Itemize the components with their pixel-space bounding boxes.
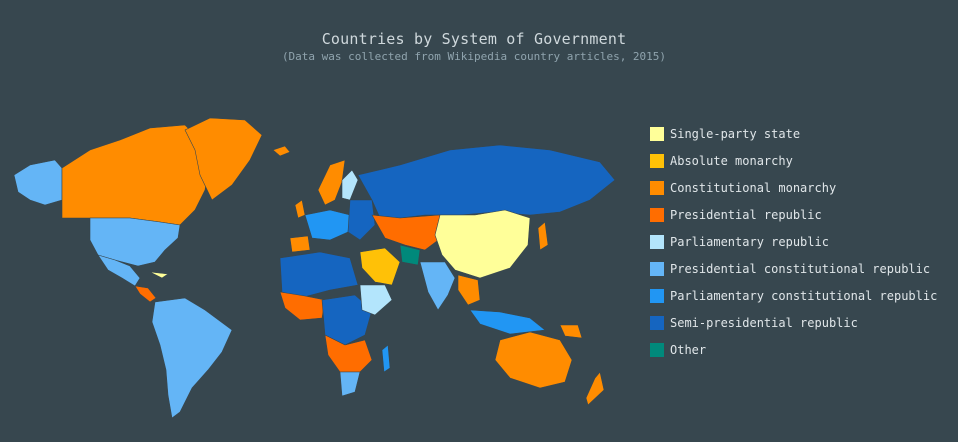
chart-subtitle: (Data was collected from Wikipedia count… <box>281 50 667 63</box>
region-scandinavia[interactable] <box>317 159 346 206</box>
region-cuba[interactable] <box>149 271 169 279</box>
region-alaska[interactable] <box>13 159 63 206</box>
region-iceland[interactable] <box>272 145 291 157</box>
legend-item[interactable]: Absolute monarchy <box>650 147 937 174</box>
region-south-america[interactable] <box>151 297 233 419</box>
legend-item[interactable]: Parliamentary republic <box>650 228 937 255</box>
region-canada[interactable] <box>61 124 211 226</box>
region-china[interactable] <box>434 209 531 279</box>
legend-swatch <box>650 207 664 222</box>
legend-label: Semi-presidential republic <box>670 315 858 330</box>
legend-item[interactable]: Single-party state <box>650 120 937 147</box>
legend-swatch <box>650 153 664 168</box>
legend-item[interactable]: Other <box>650 336 937 363</box>
region-southern-africa[interactable] <box>324 334 373 373</box>
legend-swatch <box>650 342 664 357</box>
region-papua-new-guinea[interactable] <box>559 324 583 339</box>
legend-item[interactable]: Parliamentary constitutional republic <box>650 282 937 309</box>
region-west-africa[interactable] <box>279 291 326 321</box>
region-greenland[interactable] <box>184 117 263 201</box>
region-north-africa[interactable] <box>279 251 359 299</box>
legend-item[interactable]: Presidential republic <box>650 201 937 228</box>
chart-title: Countries by System of Government <box>321 30 627 48</box>
region-east-europe[interactable] <box>347 199 376 241</box>
map-legend: Single-party state Absolute monarchy Const… <box>650 120 937 363</box>
region-indonesia[interactable] <box>469 309 546 335</box>
legend-label: Other <box>670 342 707 357</box>
region-central-america[interactable] <box>134 285 157 303</box>
legend-item[interactable]: Presidential constitutional republic <box>650 255 937 282</box>
legend-label: Presidential republic <box>670 207 822 222</box>
legend-swatch <box>650 288 664 303</box>
legend-item[interactable]: Constitutional monarchy <box>650 174 937 201</box>
legend-swatch <box>650 180 664 195</box>
legend-label: Parliamentary constitutional republic <box>670 288 938 303</box>
region-mexico[interactable] <box>97 254 141 287</box>
region-uk[interactable] <box>294 199 306 219</box>
region-turkey-central-asia[interactable] <box>371 214 446 251</box>
legend-swatch <box>650 315 664 330</box>
region-russia[interactable] <box>357 144 616 219</box>
legend-label: Single-party state <box>670 126 801 141</box>
region-south-africa[interactable] <box>339 371 361 397</box>
region-madagascar[interactable] <box>381 344 391 373</box>
legend-label: Constitutional monarchy <box>670 180 837 195</box>
legend-label: Absolute monarchy <box>670 153 793 168</box>
region-japan[interactable] <box>537 221 549 251</box>
region-usa[interactable] <box>89 217 181 267</box>
legend-swatch <box>650 261 664 276</box>
legend-swatch <box>650 126 664 141</box>
region-iran[interactable] <box>399 244 421 266</box>
legend-label: Parliamentary republic <box>670 234 829 249</box>
region-southeast-asia[interactable] <box>457 274 481 306</box>
legend-label: Presidential constitutional republic <box>670 261 931 276</box>
legend-swatch <box>650 234 664 249</box>
region-arabia[interactable] <box>359 247 401 286</box>
region-australia[interactable] <box>494 331 573 389</box>
region-east-africa[interactable] <box>359 284 393 316</box>
region-iberia[interactable] <box>289 235 311 253</box>
region-new-zealand[interactable] <box>585 371 605 406</box>
region-west-europe[interactable] <box>304 209 351 241</box>
region-india[interactable] <box>419 261 456 311</box>
region-finland[interactable] <box>341 169 359 201</box>
legend-item[interactable]: Semi-presidential republic <box>650 309 937 336</box>
